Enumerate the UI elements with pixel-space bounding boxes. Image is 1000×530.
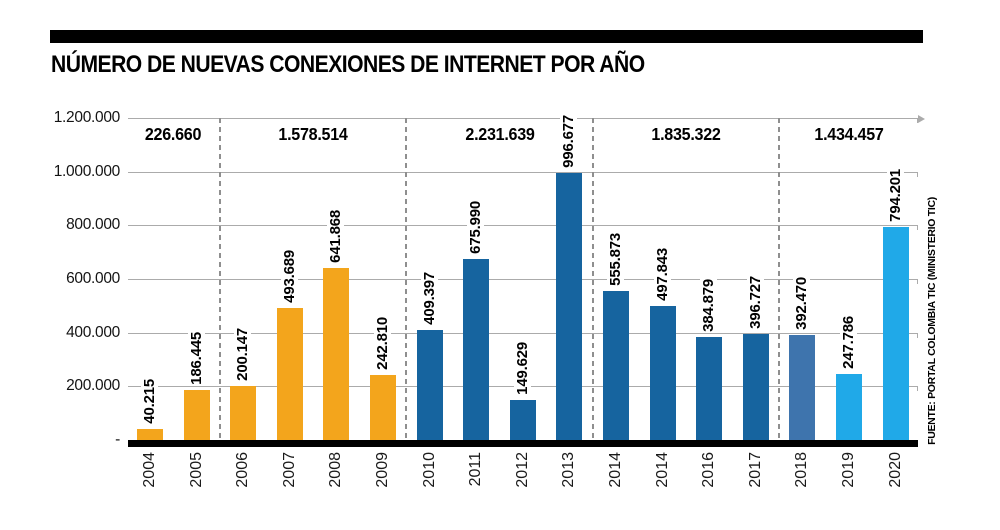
bar: [370, 375, 396, 440]
bar: [416, 330, 443, 440]
bar-value-label: 392.470: [793, 277, 811, 330]
x-axis-label: 2017: [746, 452, 764, 488]
x-axis-label: 2008: [327, 452, 345, 488]
bar: [230, 386, 257, 440]
x-axis-label: 2019: [840, 452, 857, 488]
x-axis-label: 2014: [607, 452, 624, 488]
x-axis-label: 2004: [141, 452, 158, 488]
bar: [463, 259, 490, 440]
gridline: [128, 225, 918, 230]
bar: [183, 390, 210, 440]
gridline: [128, 172, 918, 177]
page-title: NÚMERO DE NUEVAS CONEXIONES DE INTERNET …: [51, 51, 645, 78]
bar: [323, 268, 350, 440]
x-axis-label: 2014: [653, 452, 671, 488]
bar: [882, 227, 909, 440]
bar-value-label: 794.201: [886, 169, 904, 222]
bar: [836, 374, 862, 440]
group-separator: [405, 118, 408, 440]
x-axis-label: 2010: [420, 452, 438, 488]
y-axis-label: 1.200.000: [53, 109, 121, 126]
bar: [603, 291, 629, 440]
bar-value-label: 384.879: [700, 279, 718, 332]
x-axis-label: 2012: [513, 452, 531, 488]
gridline-end-tick: [917, 226, 918, 230]
x-axis-label: 2013: [560, 452, 578, 488]
y-axis-label: 600.000: [66, 270, 120, 287]
bar-value-label: 247.786: [840, 316, 857, 369]
x-axis-label: 2016: [700, 452, 718, 488]
bar-value-label: 200.147: [234, 328, 252, 381]
gridline-end-tick: [917, 387, 918, 391]
bar-value-label: 149.629: [513, 342, 531, 395]
group-total: 1.434.457: [814, 124, 884, 144]
y-axis-label: 800.000: [66, 216, 120, 233]
gridline-end-tick: [917, 173, 918, 177]
group-total: 2.231.639: [464, 124, 535, 144]
bar: [789, 335, 816, 440]
bar: [509, 400, 536, 440]
bar: [649, 306, 676, 440]
bar-value-label: 186.445: [187, 332, 205, 385]
group-total: 1.835.322: [651, 124, 721, 144]
bar: [137, 429, 163, 440]
gridline: [128, 279, 918, 284]
bar-value-label: 555.873: [607, 233, 624, 286]
bar: [276, 308, 303, 440]
x-axis-label: 2005: [187, 452, 205, 488]
gridline-end-tick: [917, 334, 918, 338]
x-axis-label: 2018: [793, 452, 811, 488]
bar-value-label: 493.689: [280, 250, 298, 303]
bar: [742, 334, 769, 440]
group-separator: [591, 118, 594, 440]
top-rule: [50, 30, 923, 43]
x-axis-label: 2020: [886, 452, 904, 488]
x-axis-label: 2006: [234, 452, 252, 488]
bar-value-label: 242.810: [374, 317, 391, 370]
gridline: [128, 333, 918, 338]
source-note: FUENTE: PORTAL COLOMBIA TIC (MINISTERIO …: [926, 197, 938, 445]
bar-value-label: 497.843: [653, 248, 671, 301]
bar-value-label: 396.727: [746, 276, 764, 329]
gridline-end-tick: [917, 280, 918, 284]
bar-value-label: 996.677: [560, 115, 578, 168]
y-axis-label: 200.000: [66, 377, 120, 394]
bar: [556, 173, 583, 440]
x-axis-label: 2011: [467, 452, 485, 487]
group-separator: [218, 118, 221, 440]
gridline-end-tick: [917, 119, 918, 123]
y-axis-label: 400.000: [66, 324, 120, 341]
y-axis-label: 1.000.000: [53, 163, 121, 180]
x-axis-label: 2009: [374, 452, 391, 488]
bar-value-label: 675.990: [467, 201, 485, 254]
group-total: 226.660: [145, 124, 202, 144]
x-axis-line: [128, 440, 918, 447]
bar-value-label: 409.397: [420, 272, 438, 325]
bar: [696, 337, 723, 440]
group-total: 1.578.514: [278, 124, 348, 144]
bar-value-label: 40.215: [141, 379, 158, 424]
plot-area: 40.215 2004 186.445 2005 200.147 2006 493.689 2…: [128, 115, 925, 488]
axis-arrow-icon: [918, 115, 925, 123]
gridline: [128, 115, 925, 123]
y-axis-label: -: [115, 431, 120, 448]
group-separator: [778, 118, 781, 440]
bar-value-label: 641.868: [327, 210, 345, 263]
x-axis-label: 2007: [280, 452, 298, 488]
